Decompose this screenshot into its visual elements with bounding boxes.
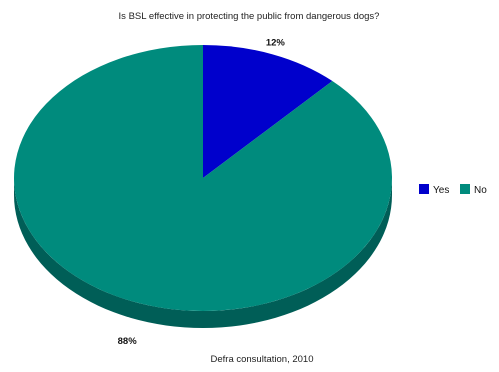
legend-swatch-yes — [419, 184, 429, 194]
legend-label-no: No — [474, 185, 487, 196]
chart-title: Is BSL effective in protecting the publi… — [119, 11, 380, 22]
data-label-yes: 12% — [266, 37, 286, 48]
data-label-no: 88% — [118, 336, 138, 347]
legend-swatch-no — [460, 184, 470, 194]
legend: Yes No — [419, 184, 487, 196]
source-caption: Defra consultation, 2010 — [211, 354, 314, 365]
pie-data-labels: 12% 88% — [118, 37, 286, 346]
pie-slice-yes — [203, 45, 333, 178]
pie-slice-no — [13, 45, 392, 312]
pie-slices — [13, 45, 392, 312]
legend-label-yes: Yes — [433, 185, 449, 196]
